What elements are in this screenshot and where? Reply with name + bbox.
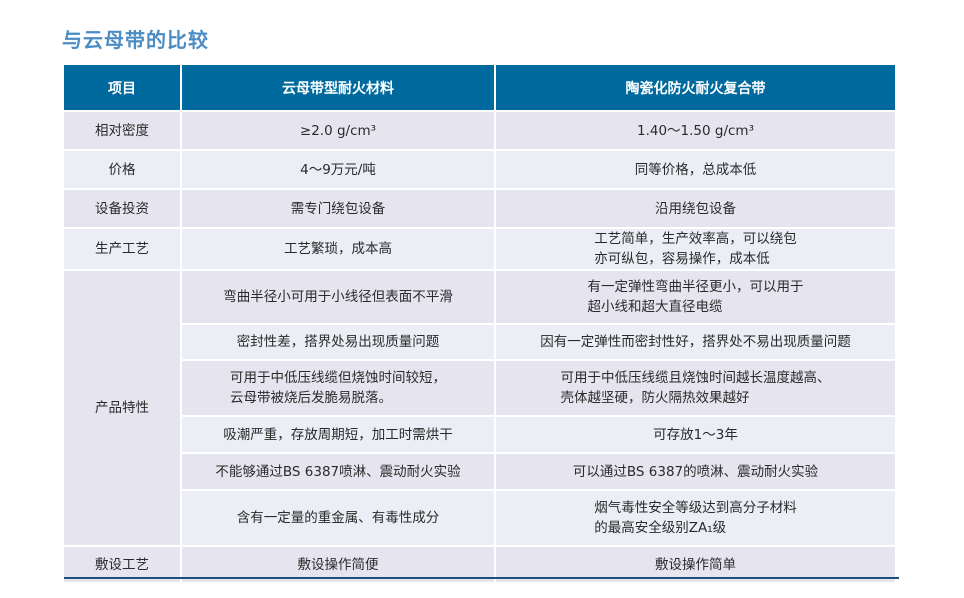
line: 工艺简单，生产效率高，可以绕包 <box>594 231 797 247</box>
item-cell: 相对密度 <box>64 112 180 149</box>
line: 云母带被烧后发脆易脱落。 <box>230 390 392 406</box>
ceramic-cell: 有一定弹性弯曲半径更小，可以用于 超小线和超大直径电缆 <box>496 271 895 323</box>
item-cell: 敷设工艺 <box>64 547 180 582</box>
mica-cell: 需专门绕包设备 <box>182 190 494 227</box>
table-row: 吸潮严重，存放周期短，加工时需烘干 可存放1～3年 <box>64 417 895 452</box>
table-row: 不能够通过BS 6387喷淋、震动耐火实验 可以通过BS 6387的喷淋、震动耐… <box>64 454 895 489</box>
ceramic-cell: 因有一定弹性而密封性好，搭界处不易出现质量问题 <box>496 325 895 359</box>
item-cell: 产品特性 <box>64 271 180 545</box>
line: 可用于中低压线缆但烧蚀时间较短， <box>230 370 446 386</box>
mica-cell: 不能够通过BS 6387喷淋、震动耐火实验 <box>182 454 494 489</box>
mica-cell: 密封性差，搭界处易出现质量问题 <box>182 325 494 359</box>
ceramic-cell: 沿用绕包设备 <box>496 190 895 227</box>
item-cell: 设备投资 <box>64 190 180 227</box>
table-header-row: 项目 云母带型耐火材料 陶瓷化防火耐火复合带 <box>64 65 895 110</box>
table-row: 含有一定量的重金属、有毒性成分 烟气毒性安全等级达到高分子材料 的最高安全级别ZA… <box>64 491 895 545</box>
item-cell: 生产工艺 <box>64 229 180 269</box>
ceramic-cell: 可用于中低压线缆且烧蚀时间越长温度越高、 壳体越坚硬，防火隔热效果越好 <box>496 361 895 415</box>
table-row: 生产工艺 工艺繁琐，成本高 工艺简单，生产效率高，可以绕包 亦可纵包，容易操作，成… <box>64 229 895 269</box>
ceramic-cell: 可存放1～3年 <box>496 417 895 452</box>
table-row: 产品特性 弯曲半径小可用于小线径但表面不平滑 有一定弹性弯曲半径更小，可以用于超… <box>64 271 895 545</box>
table-row: 相对密度 ≥2.0 g/cm³ 1.40～1.50 g/cm³ <box>64 112 895 149</box>
ceramic-cell: 敷设操作简单 <box>496 547 895 582</box>
comparison-table: 项目 云母带型耐火材料 陶瓷化防火耐火复合带 相对密度 ≥2.0 g/cm³ 1… <box>62 63 897 584</box>
table-row: 设备投资 需专门绕包设备 沿用绕包设备 <box>64 190 895 227</box>
table-bottom-rule <box>64 577 899 579</box>
line: 烟气毒性安全等级达到高分子材料 <box>594 500 797 516</box>
line: 超小线和超大直径电缆 <box>587 299 723 315</box>
header-ceramic: 陶瓷化防火耐火复合带 <box>496 65 895 110</box>
mica-cell: 吸潮严重，存放周期短，加工时需烘干 <box>182 417 494 452</box>
mica-cell: ≥2.0 g/cm³ <box>182 112 494 149</box>
mica-cell: 工艺繁琐，成本高 <box>182 229 494 269</box>
table-row: 可用于中低压线缆但烧蚀时间较短， 云母带被烧后发脆易脱落。 可用于中低压线缆且烧蚀… <box>64 361 895 415</box>
line: 的最高安全级别ZA₁级 <box>594 520 727 536</box>
line: 可用于中低压线缆且烧蚀时间越长温度越高、 <box>560 370 831 386</box>
mica-cell: 可用于中低压线缆但烧蚀时间较短， 云母带被烧后发脆易脱落。 <box>182 361 494 415</box>
table-row: 密封性差，搭界处易出现质量问题 因有一定弹性而密封性好，搭界处不易出现质量问题 <box>64 325 895 359</box>
header-item: 项目 <box>64 65 180 110</box>
item-cell: 价格 <box>64 151 180 188</box>
mica-cell: 4～9万元/吨 <box>182 151 494 188</box>
page-title: 与云母带的比较 <box>62 28 209 52</box>
mica-cell: 弯曲半径小可用于小线径但表面不平滑 <box>182 271 494 323</box>
ceramic-cell: 同等价格，总成本低 <box>496 151 895 188</box>
table-row: 敷设工艺 敷设操作简便 敷设操作简单 <box>64 547 895 582</box>
mica-cell: 敷设操作简便 <box>182 547 494 582</box>
mica-cell: 含有一定量的重金属、有毒性成分 <box>182 491 494 545</box>
table-row: 价格 4～9万元/吨 同等价格，总成本低 <box>64 151 895 188</box>
ceramic-cell: 1.40～1.50 g/cm³ <box>496 112 895 149</box>
line: 有一定弹性弯曲半径更小，可以用于 <box>587 279 804 295</box>
ceramic-cell: 可以通过BS 6387的喷淋、震动耐火实验 <box>496 454 895 489</box>
ceramic-cell: 工艺简单，生产效率高，可以绕包 亦可纵包，容易操作，成本低 <box>496 229 895 269</box>
header-mica: 云母带型耐火材料 <box>182 65 494 110</box>
line: 亦可纵包，容易操作，成本低 <box>594 251 770 267</box>
line: 壳体越坚硬，防火隔热效果越好 <box>560 390 750 406</box>
ceramic-cell: 烟气毒性安全等级达到高分子材料 的最高安全级别ZA₁级 <box>496 491 895 545</box>
